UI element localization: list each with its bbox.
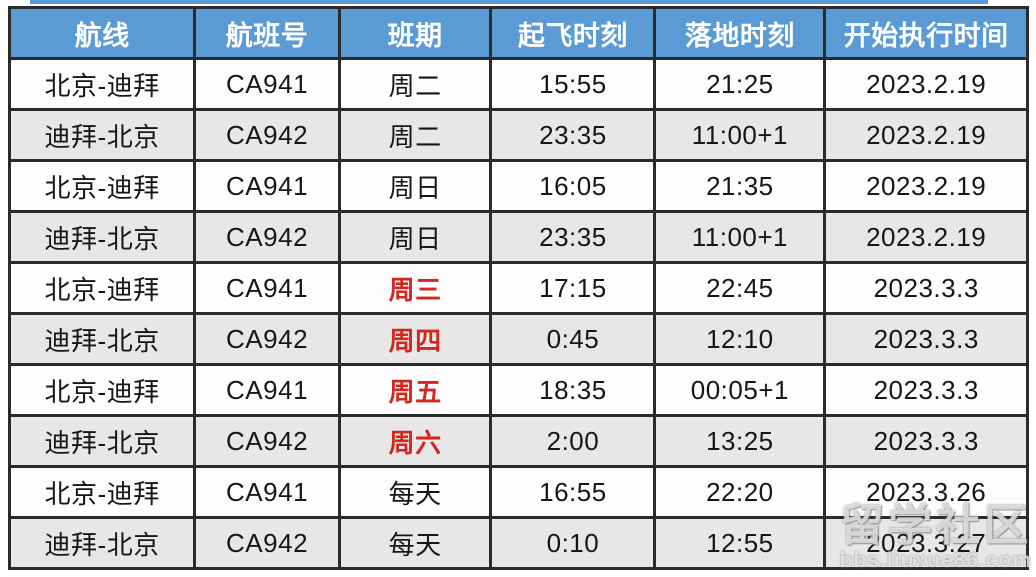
column-header-departure-time: 起飞时刻 bbox=[489, 6, 657, 60]
table-row: 北京-迪拜 CA941 周五 18:35 00:05+1 2023.3.3 bbox=[7, 363, 1029, 417]
effective-date-cell: 2023.3.27 bbox=[823, 516, 1029, 570]
column-header-route: 航线 bbox=[7, 6, 197, 60]
top-edge-blue-sliver bbox=[30, 0, 988, 4]
arrival-time-cell: 22:20 bbox=[653, 465, 827, 519]
departure-time-cell: 18:35 bbox=[489, 363, 657, 417]
arrival-time-cell: 22:45 bbox=[653, 261, 827, 315]
schedule-cell: 每天 bbox=[337, 516, 493, 570]
schedule-cell: 周四 bbox=[337, 312, 493, 366]
flight-no-cell: CA942 bbox=[193, 516, 341, 570]
arrival-time-cell: 13:25 bbox=[653, 414, 827, 468]
effective-date-cell: 2023.3.3 bbox=[823, 261, 1029, 315]
route-cell: 北京-迪拜 bbox=[7, 465, 197, 519]
arrival-time-cell: 21:35 bbox=[653, 159, 827, 213]
effective-date-cell: 2023.3.3 bbox=[823, 414, 1029, 468]
flight-no-cell: CA941 bbox=[193, 261, 341, 315]
flight-no-cell: CA941 bbox=[193, 363, 341, 417]
departure-time-cell: 16:05 bbox=[489, 159, 657, 213]
table-row: 北京-迪拜 CA941 周三 17:15 22:45 2023.3.3 bbox=[7, 261, 1029, 315]
table-row: 迪拜-北京 CA942 周六 2:00 13:25 2023.3.3 bbox=[7, 414, 1029, 468]
effective-date-cell: 2023.3.3 bbox=[823, 363, 1029, 417]
flight-no-cell: CA941 bbox=[193, 57, 341, 111]
route-cell: 迪拜-北京 bbox=[7, 210, 197, 264]
schedule-cell: 周五 bbox=[337, 363, 493, 417]
schedule-cell: 每天 bbox=[337, 465, 493, 519]
route-cell: 北京-迪拜 bbox=[7, 363, 197, 417]
column-header-schedule: 班期 bbox=[337, 6, 493, 60]
flight-no-cell: CA941 bbox=[193, 465, 341, 519]
departure-time-cell: 0:45 bbox=[489, 312, 657, 366]
flight-no-cell: CA941 bbox=[193, 159, 341, 213]
route-cell: 迪拜-北京 bbox=[7, 108, 197, 162]
route-cell: 北京-迪拜 bbox=[7, 159, 197, 213]
header-row: 航线 航班号 班期 起飞时刻 落地时刻 开始执行时间 bbox=[7, 6, 1029, 60]
flight-no-cell: CA942 bbox=[193, 210, 341, 264]
table-row: 北京-迪拜 CA941 每天 16:55 22:20 2023.3.26 bbox=[7, 465, 1029, 519]
flight-no-cell: CA942 bbox=[193, 312, 341, 366]
flight-no-cell: CA942 bbox=[193, 108, 341, 162]
effective-date-cell: 2023.2.19 bbox=[823, 159, 1029, 213]
table-row: 北京-迪拜 CA941 周日 16:05 21:35 2023.2.19 bbox=[7, 159, 1029, 213]
effective-date-cell: 2023.2.19 bbox=[823, 108, 1029, 162]
arrival-time-cell: 12:55 bbox=[653, 516, 827, 570]
table-row: 迪拜-北京 CA942 周四 0:45 12:10 2023.3.3 bbox=[7, 312, 1029, 366]
arrival-time-cell: 12:10 bbox=[653, 312, 827, 366]
departure-time-cell: 2:00 bbox=[489, 414, 657, 468]
route-cell: 迪拜-北京 bbox=[7, 516, 197, 570]
departure-time-cell: 23:35 bbox=[489, 210, 657, 264]
departure-time-cell: 23:35 bbox=[489, 108, 657, 162]
column-header-flight-no: 航班号 bbox=[193, 6, 341, 60]
schedule-cell: 周日 bbox=[337, 159, 493, 213]
departure-time-cell: 15:55 bbox=[489, 57, 657, 111]
flight-schedule-table: 航线 航班号 班期 起飞时刻 落地时刻 开始执行时间 北京-迪拜 CA941 周… bbox=[7, 6, 1029, 570]
table-row: 迪拜-北京 CA942 周二 23:35 11:00+1 2023.2.19 bbox=[7, 108, 1029, 162]
table-header: 航线 航班号 班期 起飞时刻 落地时刻 开始执行时间 bbox=[7, 6, 1029, 60]
table-row: 北京-迪拜 CA941 周二 15:55 21:25 2023.2.19 bbox=[7, 57, 1029, 111]
flight-no-cell: CA942 bbox=[193, 414, 341, 468]
route-cell: 北京-迪拜 bbox=[7, 57, 197, 111]
column-header-effective-date: 开始执行时间 bbox=[823, 6, 1029, 60]
schedule-cell: 周二 bbox=[337, 57, 493, 111]
arrival-time-cell: 11:00+1 bbox=[653, 108, 827, 162]
departure-time-cell: 0:10 bbox=[489, 516, 657, 570]
schedule-cell: 周日 bbox=[337, 210, 493, 264]
schedule-cell: 周二 bbox=[337, 108, 493, 162]
route-cell: 迪拜-北京 bbox=[7, 312, 197, 366]
route-cell: 北京-迪拜 bbox=[7, 261, 197, 315]
arrival-time-cell: 11:00+1 bbox=[653, 210, 827, 264]
effective-date-cell: 2023.2.19 bbox=[823, 57, 1029, 111]
effective-date-cell: 2023.3.3 bbox=[823, 312, 1029, 366]
column-header-arrival-time: 落地时刻 bbox=[653, 6, 827, 60]
table-row: 迪拜-北京 CA942 每天 0:10 12:55 2023.3.27 bbox=[7, 516, 1029, 570]
schedule-cell: 周三 bbox=[337, 261, 493, 315]
table-body: 北京-迪拜 CA941 周二 15:55 21:25 2023.2.19 迪拜-… bbox=[7, 57, 1029, 570]
departure-time-cell: 16:55 bbox=[489, 465, 657, 519]
arrival-time-cell: 21:25 bbox=[653, 57, 827, 111]
effective-date-cell: 2023.2.19 bbox=[823, 210, 1029, 264]
effective-date-cell: 2023.3.26 bbox=[823, 465, 1029, 519]
table-row: 迪拜-北京 CA942 周日 23:35 11:00+1 2023.2.19 bbox=[7, 210, 1029, 264]
route-cell: 迪拜-北京 bbox=[7, 414, 197, 468]
departure-time-cell: 17:15 bbox=[489, 261, 657, 315]
schedule-cell: 周六 bbox=[337, 414, 493, 468]
arrival-time-cell: 00:05+1 bbox=[653, 363, 827, 417]
